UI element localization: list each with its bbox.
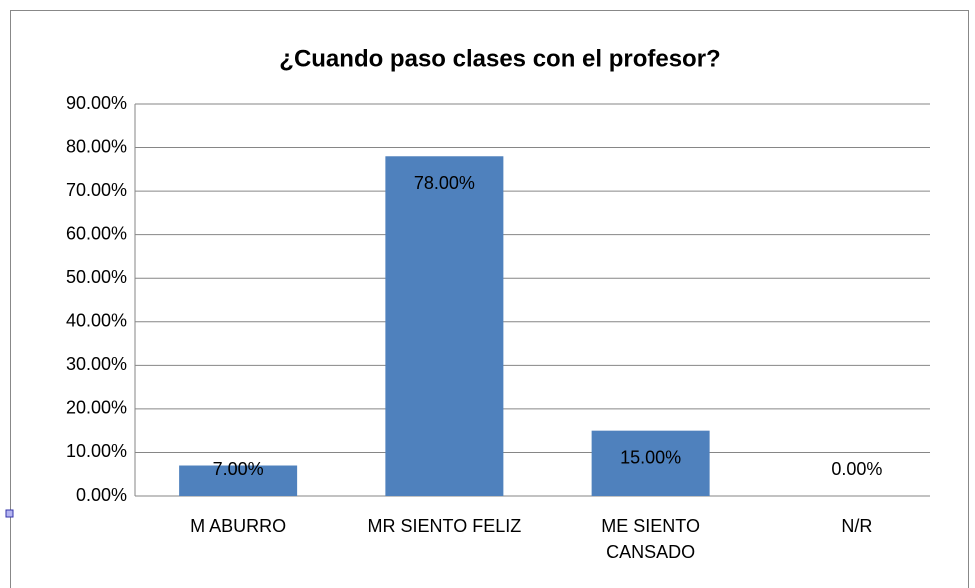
x-tick-label: MR SIENTO FELIZ bbox=[367, 516, 522, 536]
chart-title: ¿Cuando paso clases con el profesor? bbox=[279, 45, 720, 72]
bar bbox=[179, 465, 298, 496]
y-tick-label: 70.00% bbox=[66, 180, 127, 200]
y-tick-label: 10.00% bbox=[66, 441, 127, 461]
y-tick-label: 60.00% bbox=[66, 223, 127, 243]
handle bbox=[5, 509, 14, 518]
y-tick-label: 80.00% bbox=[66, 136, 127, 156]
data-label: 7.00% bbox=[213, 459, 264, 479]
data-label: 0.00% bbox=[831, 459, 882, 479]
x-tick-label: M ABURRO bbox=[190, 516, 287, 536]
y-tick-label: 30.00% bbox=[66, 354, 127, 374]
y-tick-label: 20.00% bbox=[66, 398, 127, 418]
x-tick-label: ME SIENTO CANSADO bbox=[601, 516, 700, 562]
data-label: 78.00% bbox=[414, 173, 475, 193]
y-tick-label: 50.00% bbox=[66, 267, 127, 287]
chart-border bbox=[10, 10, 969, 588]
x-tick-label: N/R bbox=[841, 516, 873, 536]
y-tick-label: 40.00% bbox=[66, 311, 127, 331]
y-tick-label: 90.00% bbox=[66, 93, 127, 113]
bar bbox=[385, 156, 504, 496]
bar bbox=[591, 430, 710, 496]
y-tick-label: 0.00% bbox=[76, 485, 127, 505]
data-label: 15.00% bbox=[620, 447, 681, 467]
